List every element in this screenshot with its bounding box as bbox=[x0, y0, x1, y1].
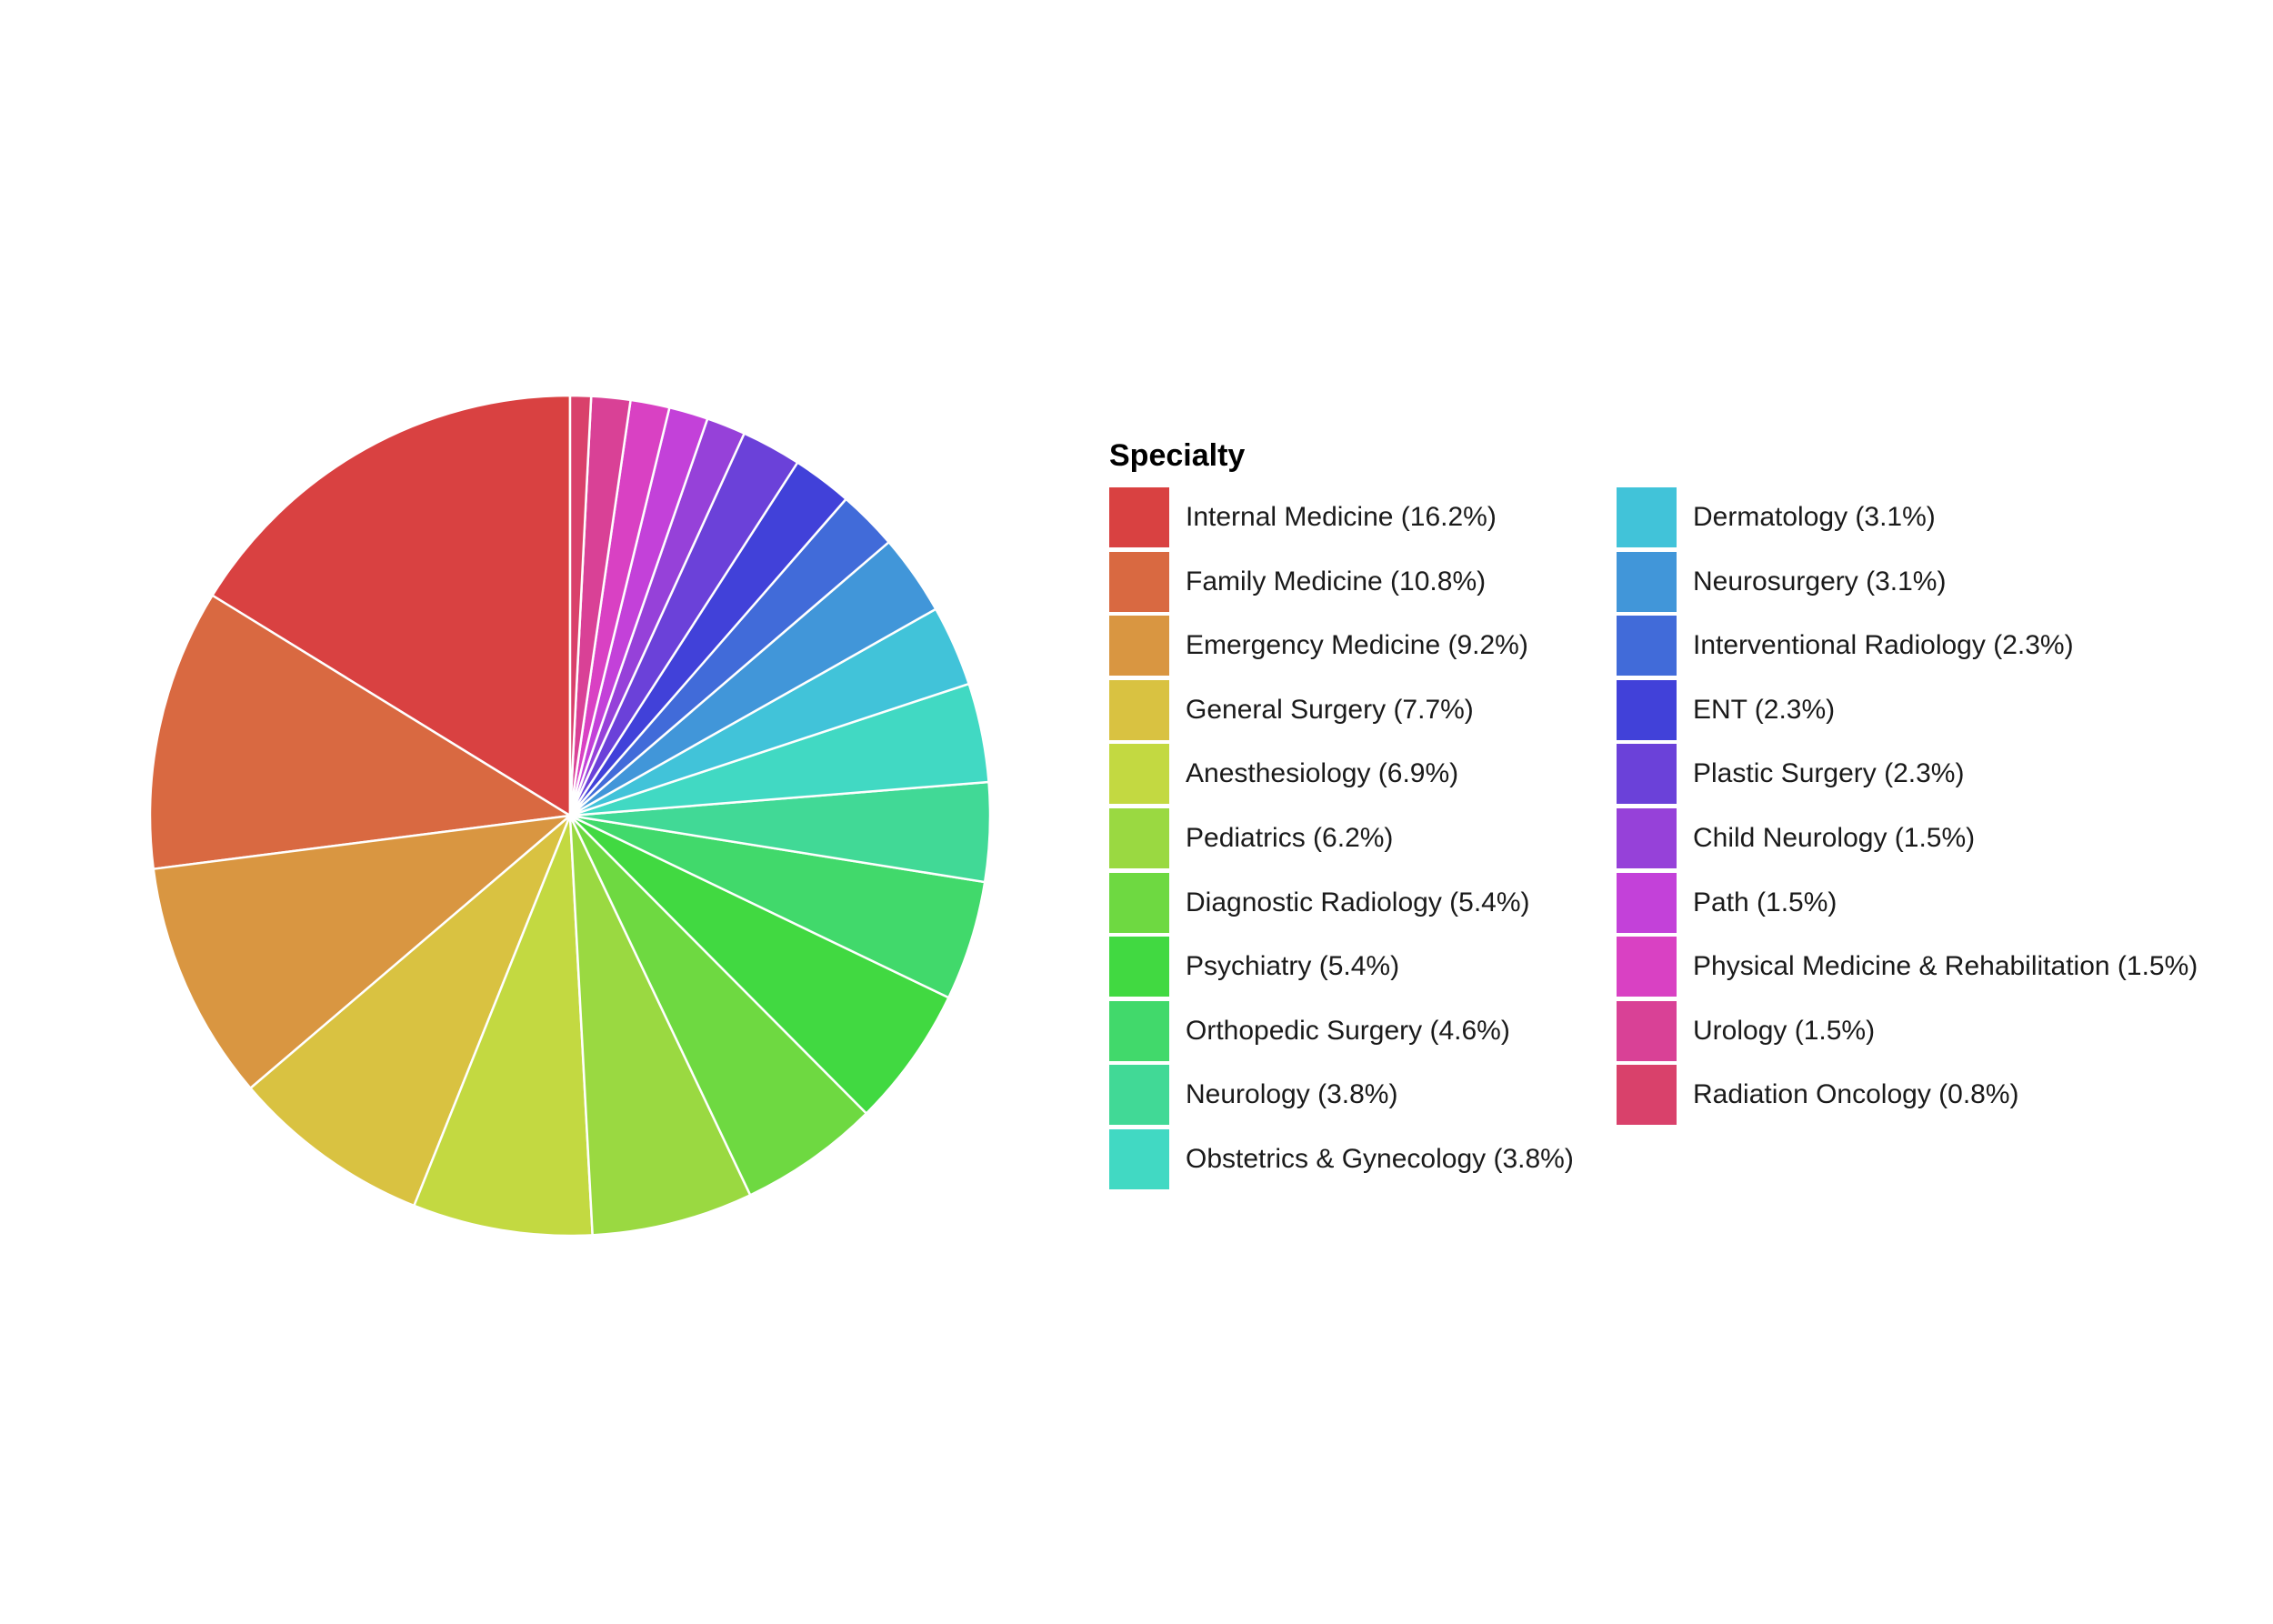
legend-label: Physical Medicine & Rehabilitation (1.5%… bbox=[1693, 951, 2198, 982]
legend-label: ENT (2.3%) bbox=[1693, 694, 1836, 725]
legend-label: Dermatology (3.1%) bbox=[1693, 502, 1936, 532]
legend-label: Path (1.5%) bbox=[1693, 887, 1837, 917]
legend-label: Pediatrics (6.2%) bbox=[1186, 823, 1394, 853]
pie-slice-3 bbox=[249, 814, 572, 1208]
legend-swatch bbox=[1107, 742, 1171, 807]
pie-slice-2 bbox=[152, 814, 572, 1089]
legend-swatch bbox=[1107, 1128, 1171, 1191]
legend-swatch bbox=[1615, 742, 1678, 807]
legend-swatch bbox=[1615, 935, 1678, 999]
pie-slice-7 bbox=[568, 814, 950, 1115]
legend-label: Urology (1.5%) bbox=[1693, 1015, 1876, 1046]
legend: Specialty Internal Medicine (16.2%) Famil… bbox=[1107, 433, 2246, 1191]
legend-swatch bbox=[1107, 870, 1171, 935]
legend-swatch bbox=[1107, 935, 1171, 999]
legend-swatch bbox=[1615, 614, 1678, 678]
legend-label: Obstetrics & Gynecology (3.8%) bbox=[1186, 1144, 1574, 1174]
legend-swatch bbox=[1615, 486, 1678, 549]
legend-title: Specialty bbox=[1109, 438, 1246, 473]
legend-label: Child Neurology (1.5%) bbox=[1693, 823, 1976, 853]
legend-label: Neurosurgery (3.1%) bbox=[1693, 566, 1947, 596]
legend-label: Diagnostic Radiology (5.4%) bbox=[1186, 887, 1530, 917]
legend-label: General Surgery (7.7%) bbox=[1186, 694, 1474, 725]
legend-swatch bbox=[1615, 549, 1678, 614]
legend-label: Family Medicine (10.8%) bbox=[1186, 566, 1487, 596]
legend-label: Internal Medicine (16.2%) bbox=[1186, 502, 1497, 532]
legend-swatch bbox=[1107, 549, 1171, 614]
pie-slice-6 bbox=[568, 814, 868, 1197]
pie-slice-1 bbox=[148, 594, 572, 870]
legend-label: Psychiatry (5.4%) bbox=[1186, 951, 1400, 982]
legend-swatch bbox=[1107, 1063, 1171, 1128]
legend-swatch bbox=[1615, 677, 1678, 742]
legend-label: Plastic Surgery (2.3%) bbox=[1693, 758, 1965, 789]
legend-swatch bbox=[1107, 677, 1171, 742]
legend-label: Anesthesiology (6.9%) bbox=[1186, 758, 1459, 789]
legend-label: Neurology (3.8%) bbox=[1186, 1079, 1398, 1110]
legend-swatch bbox=[1107, 998, 1171, 1063]
legend-swatch bbox=[1615, 1063, 1678, 1128]
legend-swatch bbox=[1615, 998, 1678, 1063]
pie-slice-5 bbox=[568, 814, 752, 1237]
legend-label: Radiation Oncology (0.8%) bbox=[1693, 1079, 2019, 1110]
legend-swatch bbox=[1615, 870, 1678, 935]
pie-slice-20 bbox=[568, 394, 593, 817]
legend-label: Orthopedic Surgery (4.6%) bbox=[1186, 1015, 1510, 1046]
pie-slice-0 bbox=[211, 394, 572, 817]
legend-swatch bbox=[1107, 614, 1171, 678]
legend-swatch bbox=[1107, 807, 1171, 870]
legend-swatch bbox=[1107, 486, 1171, 549]
legend-swatch bbox=[1615, 807, 1678, 870]
legend-label: Emergency Medicine (9.2%) bbox=[1186, 630, 1528, 661]
legend-label: Interventional Radiology (2.3%) bbox=[1693, 630, 2074, 661]
pie-slice-4 bbox=[413, 814, 594, 1238]
